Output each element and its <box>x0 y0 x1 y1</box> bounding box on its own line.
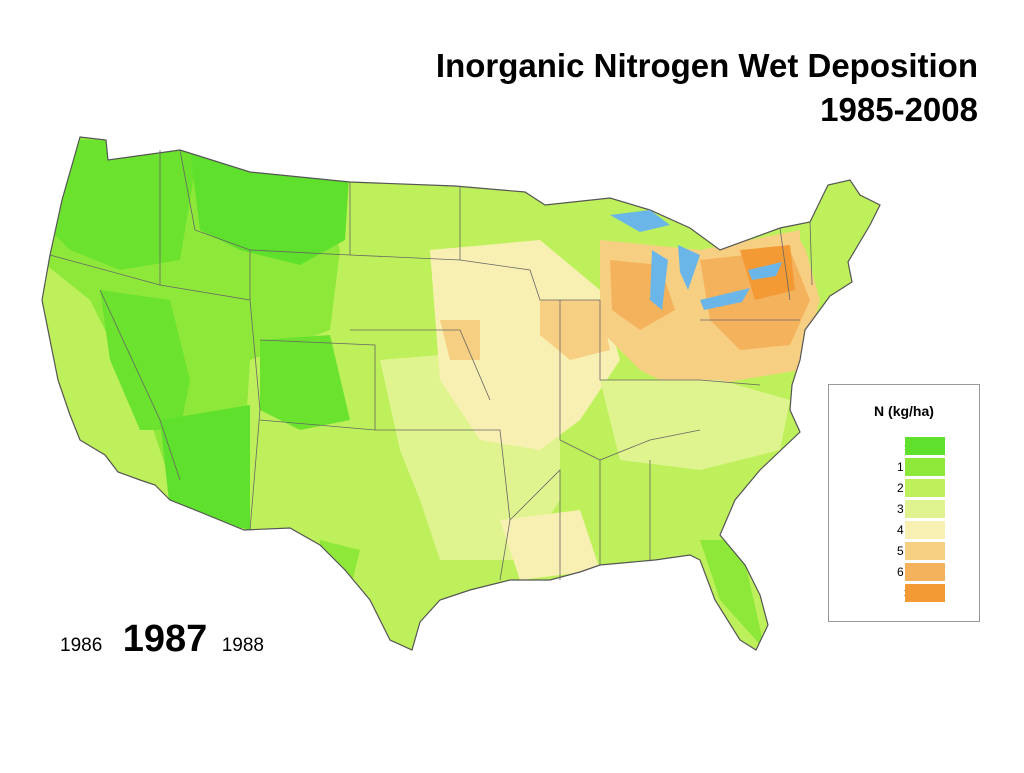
legend-swatch <box>905 563 945 581</box>
legend-item: 3 - 4 <box>829 500 979 519</box>
legend-item: > 7 <box>829 584 979 603</box>
year-navigation: 1986 1987 1988 <box>60 618 264 668</box>
us-outline <box>41 136 881 651</box>
legend-item: 2 - 3 <box>829 479 979 498</box>
state-borders <box>49 149 813 581</box>
legend-item: 6 - 7 <box>829 563 979 582</box>
legend-title: N (kg/ha) <box>874 403 934 419</box>
legend-swatch <box>905 458 945 476</box>
legend-item: ≤ 1 <box>829 437 979 456</box>
legend-swatch <box>905 479 945 497</box>
legend-swatch <box>905 542 945 560</box>
legend-swatch <box>905 437 945 455</box>
legend: N (kg/ha) ≤ 1 1 - 2 2 - 3 3 - 4 4 - 5 5 … <box>828 384 980 622</box>
title-line-2: 1985-2008 <box>820 91 978 128</box>
next-year-link[interactable]: 1988 <box>221 635 265 656</box>
legend-swatch <box>905 500 945 518</box>
title-line-1: Inorganic Nitrogen Wet Deposition <box>435 47 978 84</box>
legend-item: 1 - 2 <box>829 458 979 477</box>
great-lakes <box>610 210 782 310</box>
legend-item: 5 - 6 <box>829 542 979 561</box>
legend-swatch <box>905 584 945 602</box>
map-title: Inorganic Nitrogen Wet Deposition 1985-2… <box>436 44 978 132</box>
legend-item: 4 - 5 <box>829 521 979 540</box>
current-year: 1987 <box>122 618 208 660</box>
previous-year-link[interactable]: 1986 <box>60 635 103 656</box>
legend-swatch <box>905 521 945 539</box>
